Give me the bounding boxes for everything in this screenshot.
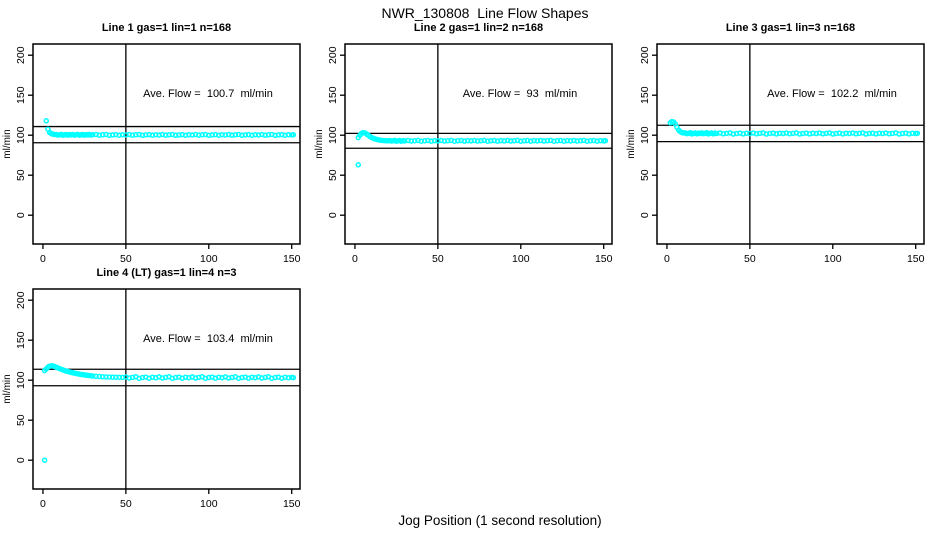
svg-text:50: 50	[639, 169, 651, 181]
y-axis-label: ml/min	[314, 129, 325, 159]
svg-text:0: 0	[40, 498, 46, 510]
svg-text:100: 100	[15, 371, 27, 389]
svg-text:0: 0	[15, 457, 27, 463]
ave-flow-annotation: Ave. Flow = 100.7 ml/min	[143, 88, 273, 100]
panel-title: Line 2 gas=1 lin=2 n=168	[413, 22, 544, 34]
svg-text:150: 150	[595, 253, 613, 265]
panel-line-4: Line 4 (LT) gas=1 lin=4 n=3 0 50 100 150 0 50…	[0, 267, 312, 517]
panel-line-1: Line 1 gas=1 lin=1 n=168 0 50 100 150 0 50 100…	[0, 22, 312, 272]
svg-text:150: 150	[15, 86, 27, 104]
svg-text:50: 50	[120, 498, 132, 510]
svg-text:150: 150	[639, 86, 651, 104]
svg-text:200: 200	[327, 46, 339, 64]
svg-text:100: 100	[200, 253, 218, 265]
svg-text:50: 50	[15, 414, 27, 426]
svg-text:0: 0	[15, 212, 27, 218]
svg-text:200: 200	[15, 291, 27, 309]
svg-text:0: 0	[639, 212, 651, 218]
svg-text:200: 200	[15, 46, 27, 64]
svg-text:100: 100	[15, 126, 27, 144]
svg-text:100: 100	[327, 126, 339, 144]
svg-text:150: 150	[283, 253, 301, 265]
plot-area: 0 50 100 150 0 50 100 150 200	[327, 43, 613, 265]
plot-area: 0 50 100 150 0 50 100 150 200	[15, 288, 301, 510]
svg-text:50: 50	[15, 169, 27, 181]
panel-line-3: Line 3 gas=1 lin=3 n=168 0 50 100 150 0 50 100…	[624, 22, 936, 272]
plot-area: 0 50 100 150 0 50 100 150 200	[15, 43, 301, 265]
svg-text:0: 0	[352, 253, 358, 265]
svg-text:150: 150	[283, 498, 301, 510]
y-axis-label: ml/min	[2, 129, 13, 159]
y-axis-label: ml/min	[626, 129, 637, 159]
panel-title: Line 4 (LT) gas=1 lin=4 n=3	[96, 267, 237, 279]
svg-text:100: 100	[639, 126, 651, 144]
svg-text:150: 150	[15, 331, 27, 349]
svg-text:100: 100	[824, 253, 842, 265]
panel-line-2: Line 2 gas=1 lin=2 n=168 0 50 100 150 0 50 100…	[312, 22, 624, 272]
svg-text:100: 100	[512, 253, 530, 265]
panel-title: Line 3 gas=1 lin=3 n=168	[725, 22, 856, 34]
svg-text:150: 150	[907, 253, 925, 265]
svg-text:50: 50	[327, 169, 339, 181]
svg-text:0: 0	[664, 253, 670, 265]
ave-flow-annotation: Ave. Flow = 103.4 ml/min	[143, 333, 273, 345]
svg-text:200: 200	[639, 46, 651, 64]
svg-text:100: 100	[200, 498, 218, 510]
ave-flow-annotation: Ave. Flow = 102.2 ml/min	[767, 88, 897, 100]
svg-text:0: 0	[40, 253, 46, 265]
svg-text:50: 50	[744, 253, 756, 265]
y-axis-label: ml/min	[2, 374, 13, 404]
x-axis-label: Jog Position (1 second resolution)	[398, 513, 602, 528]
svg-text:50: 50	[432, 253, 444, 265]
ave-flow-annotation: Ave. Flow = 93 ml/min	[462, 88, 578, 100]
svg-text:150: 150	[327, 86, 339, 104]
svg-text:0: 0	[327, 212, 339, 218]
figure-title: NWR_130808 Line Flow Shapes	[381, 5, 589, 21]
panel-title: Line 1 gas=1 lin=1 n=168	[101, 22, 232, 34]
svg-text:50: 50	[120, 253, 132, 265]
plot-area: 0 50 100 150 0 50 100 150 200	[639, 43, 925, 265]
